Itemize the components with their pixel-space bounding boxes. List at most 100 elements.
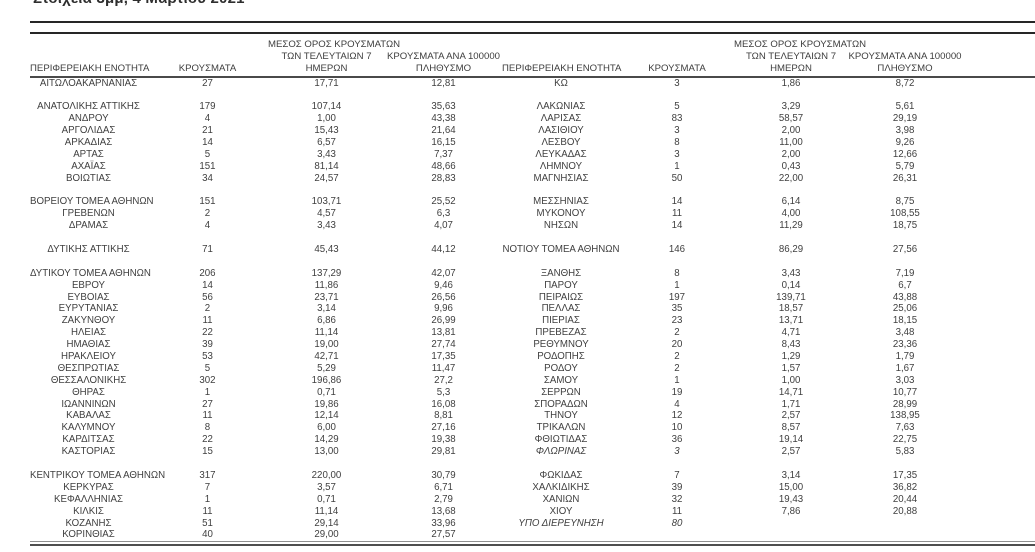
region-cell: ΕΒΡΟΥ: [71, 279, 106, 291]
cases-cell: 35: [671, 303, 683, 315]
filler-cell: [962, 184, 1035, 196]
region-cell: [502, 255, 620, 267]
per100k-cell: 9,96: [434, 303, 453, 315]
per100k-cell: 6,7: [898, 279, 912, 291]
avg7-cell: 19,14: [778, 434, 804, 446]
region-cell: [502, 89, 620, 101]
region-cell: ΛΗΜΝΟΥ: [539, 160, 583, 172]
region-cell: ΒΟΙΩΤΙΑΣ: [66, 172, 111, 184]
per100k-cell: [385, 232, 502, 244]
cases-cell: 8: [674, 267, 680, 279]
cases-cell: 50: [671, 172, 683, 184]
avg7-cell: 24,57: [314, 172, 339, 184]
per100k-cell: 29,19: [892, 113, 918, 125]
table-row: ΒΟΡΕΙΟΥ ΤΟΜΕΑ ΑΘΗΝΩΝ 151 103,71 25,52 ΜΕΣΣΗΝ…: [30, 196, 1035, 208]
table-row: ΔΥΤΙΚΗΣ ΑΤΤΙΚΗΣ 71 45,43 44,12 ΝΟΤΙΟΥ ΤΟΜΕΑ …: [30, 244, 1035, 256]
cases-cell: 32: [671, 493, 683, 505]
filler-cell: [962, 244, 1035, 256]
cases-cell: 151: [199, 160, 216, 172]
table-row: ΚΑΡΔΙΤΣΑΣ 22 14,29 19,38 ΦΘΙΩΤΙΔΑΣ 36 19,14 22,…: [30, 434, 1035, 446]
per100k-cell: 29,81: [431, 446, 456, 458]
avg7-cell: 1,00: [317, 113, 336, 125]
filler-cell: [962, 255, 1035, 267]
filler-cell: [962, 386, 1035, 398]
avg7-cell: 3,29: [781, 101, 801, 113]
table-row: ΗΡΑΚΛΕΙΟΥ 53 42,71 17,35 ΡΟΔΟΠΗΣ 2 1,29 1,79: [30, 351, 1035, 363]
avg7-cell: 81,14: [314, 160, 339, 172]
table-row: ΑΡΚΑΔΙΑΣ 14 6,57 16,15 ΛΕΣΒΟΥ 8 11,00 9,26: [30, 137, 1035, 149]
avg7-cell: [268, 184, 385, 196]
regional-cases-table: ΠΕΡΙΦΕΡΕΙΑΚΗ ΕΝΟΤΗΤΑ ΚΡΟΥΣΜΑΤΑ ΜΕΣΟΣ ΟΡΟ…: [30, 34, 1035, 541]
table-row: ΑΝΔΡΟΥ 4 1,00 43,38 ΛΑΡΙΣΑΣ 83 58,57 29,19: [30, 113, 1035, 125]
table-row: ΗΛΕΙΑΣ 22 11,14 13,81 ΠΡΕΒΕΖΑΣ 2 4,71 3,48: [30, 327, 1035, 339]
column-header-avg7-right: ΜΕΣΟΣ ΟΡΟΣ ΚΡΟΥΣΜΑΤΩΝ ΤΩΝ ΤΕΛΕΥΤΑΙΩΝ 7 Η…: [734, 34, 866, 78]
region-cell: ΑΡΚΑΔΙΑΣ: [64, 137, 113, 148]
per100k-cell: 4,07: [434, 220, 453, 232]
avg7-cell: 11,86: [314, 279, 339, 291]
region-cell: ΦΛΩΡΙΝΑΣ: [535, 446, 587, 458]
region-cell: ΤΗΝΟΥ: [544, 410, 578, 422]
cases-cell: 206: [199, 267, 216, 279]
cases-cell: 14: [202, 137, 213, 148]
cases-cell: [620, 458, 734, 470]
avg7-cell: 5,29: [317, 362, 336, 374]
filler-cell: [962, 339, 1035, 351]
region-cell: ΜΕΣΣΗΝΙΑΣ: [533, 196, 589, 208]
region-cell: ΚΟΡΙΝΘΙΑΣ: [62, 529, 115, 541]
per100k-cell: 48,66: [431, 160, 456, 172]
region-cell: ΠΡΕΒΕΖΑΣ: [535, 327, 587, 339]
region-cell: ΝΗΣΩΝ: [543, 220, 579, 232]
avg7-cell: 2,57: [781, 410, 801, 422]
cases-cell: 8: [204, 422, 211, 434]
table-row: ΚΕΡΚΥΡΑΣ 7 3,57 6,71 ΧΑΛΚΙΔΙΚΗΣ 39 15,00 36,82: [30, 481, 1035, 493]
cases-cell: 11: [202, 505, 213, 517]
region-cell: [30, 458, 147, 470]
avg7-cell: 29,14: [314, 517, 339, 529]
table-row: ΕΥΒΟΙΑΣ 56 23,71 26,56 ΠΕΙΡΑΙΩΣ 197 139,71 43,8…: [30, 291, 1035, 303]
table-row: ΚΑΣΤΟΡΙΑΣ 15 13,00 29,81 ΦΛΩΡΙΝΑΣ 3 2,57 5,83: [30, 446, 1035, 458]
avg7-cell: 0,71: [317, 493, 336, 505]
per100k-cell: 26,56: [431, 291, 456, 303]
avg7-cell: 11,14: [314, 327, 339, 339]
region-cell: ΚΟΖΑΝΗΣ: [65, 517, 112, 529]
filler-cell: [962, 101, 1035, 113]
cases-cell: 56: [202, 291, 213, 303]
filler-cell: [962, 89, 1035, 101]
cases-cell: 1: [204, 386, 211, 398]
avg7-cell: 6,86: [317, 315, 336, 327]
cases-cell: 14: [671, 220, 683, 232]
region-cell: ΔΥΤΙΚΟΥ ΤΟΜΕΑ ΑΘΗΝΩΝ: [30, 267, 151, 279]
cases-cell: 1: [674, 374, 680, 386]
region-cell: ΠΑΡΟΥ: [544, 279, 578, 291]
avg7-cell: 1,71: [781, 398, 801, 410]
per100k-cell: [848, 458, 962, 470]
avg7-cell: 6,14: [781, 196, 801, 208]
cases-cell: 2: [674, 327, 680, 339]
cases-cell: 3: [674, 125, 680, 137]
cases-cell: 179: [199, 101, 216, 113]
per100k-cell: 3,98: [895, 125, 915, 137]
table-row: ΗΜΑΘΙΑΣ 39 19,00 27,74 ΡΕΘΥΜΝΟΥ 20 8,43 23,36: [30, 339, 1035, 351]
filler-cell: [962, 125, 1035, 137]
table-row: ΚΕΝΤΡΙΚΟΥ ΤΟΜΕΑ ΑΘΗΝΩΝ 317 220,00 30,79 ΦΩΚΙ…: [30, 470, 1035, 482]
region-cell: ΗΜΑΘΙΑΣ: [66, 339, 111, 351]
table-row: ΕΒΡΟΥ 14 11,86 9,46 ΠΑΡΟΥ 1 0,14 6,7: [30, 279, 1035, 291]
avg7-cell: 6,00: [317, 422, 336, 434]
region-cell: ΜΑΓΝΗΣΙΑΣ: [533, 172, 589, 184]
region-cell: ΛΕΣΒΟΥ: [541, 137, 581, 148]
cases-cell: 71: [202, 244, 213, 256]
region-cell: ΚΑΒΑΛΑΣ: [66, 410, 111, 422]
per100k-cell: 11,47: [431, 362, 456, 374]
avg7-cell: 17,71: [314, 78, 339, 89]
filler-cell: [962, 351, 1035, 363]
region-cell: ΜΥΚΟΝΟΥ: [536, 208, 586, 220]
per100k-cell: 9,46: [434, 279, 453, 291]
avg7-cell: 3,14: [317, 303, 336, 315]
region-cell: ΣΑΜΟΥ: [543, 374, 579, 386]
per100k-cell: 13,68: [431, 505, 456, 517]
per100k-cell: 108,55: [890, 208, 920, 220]
per100k-cell: 28,83: [431, 172, 456, 184]
filler-cell: [962, 267, 1035, 279]
page-title-text: Στοιχεία 3μμ, 4 Μαρτίου 2021: [33, 0, 245, 7]
